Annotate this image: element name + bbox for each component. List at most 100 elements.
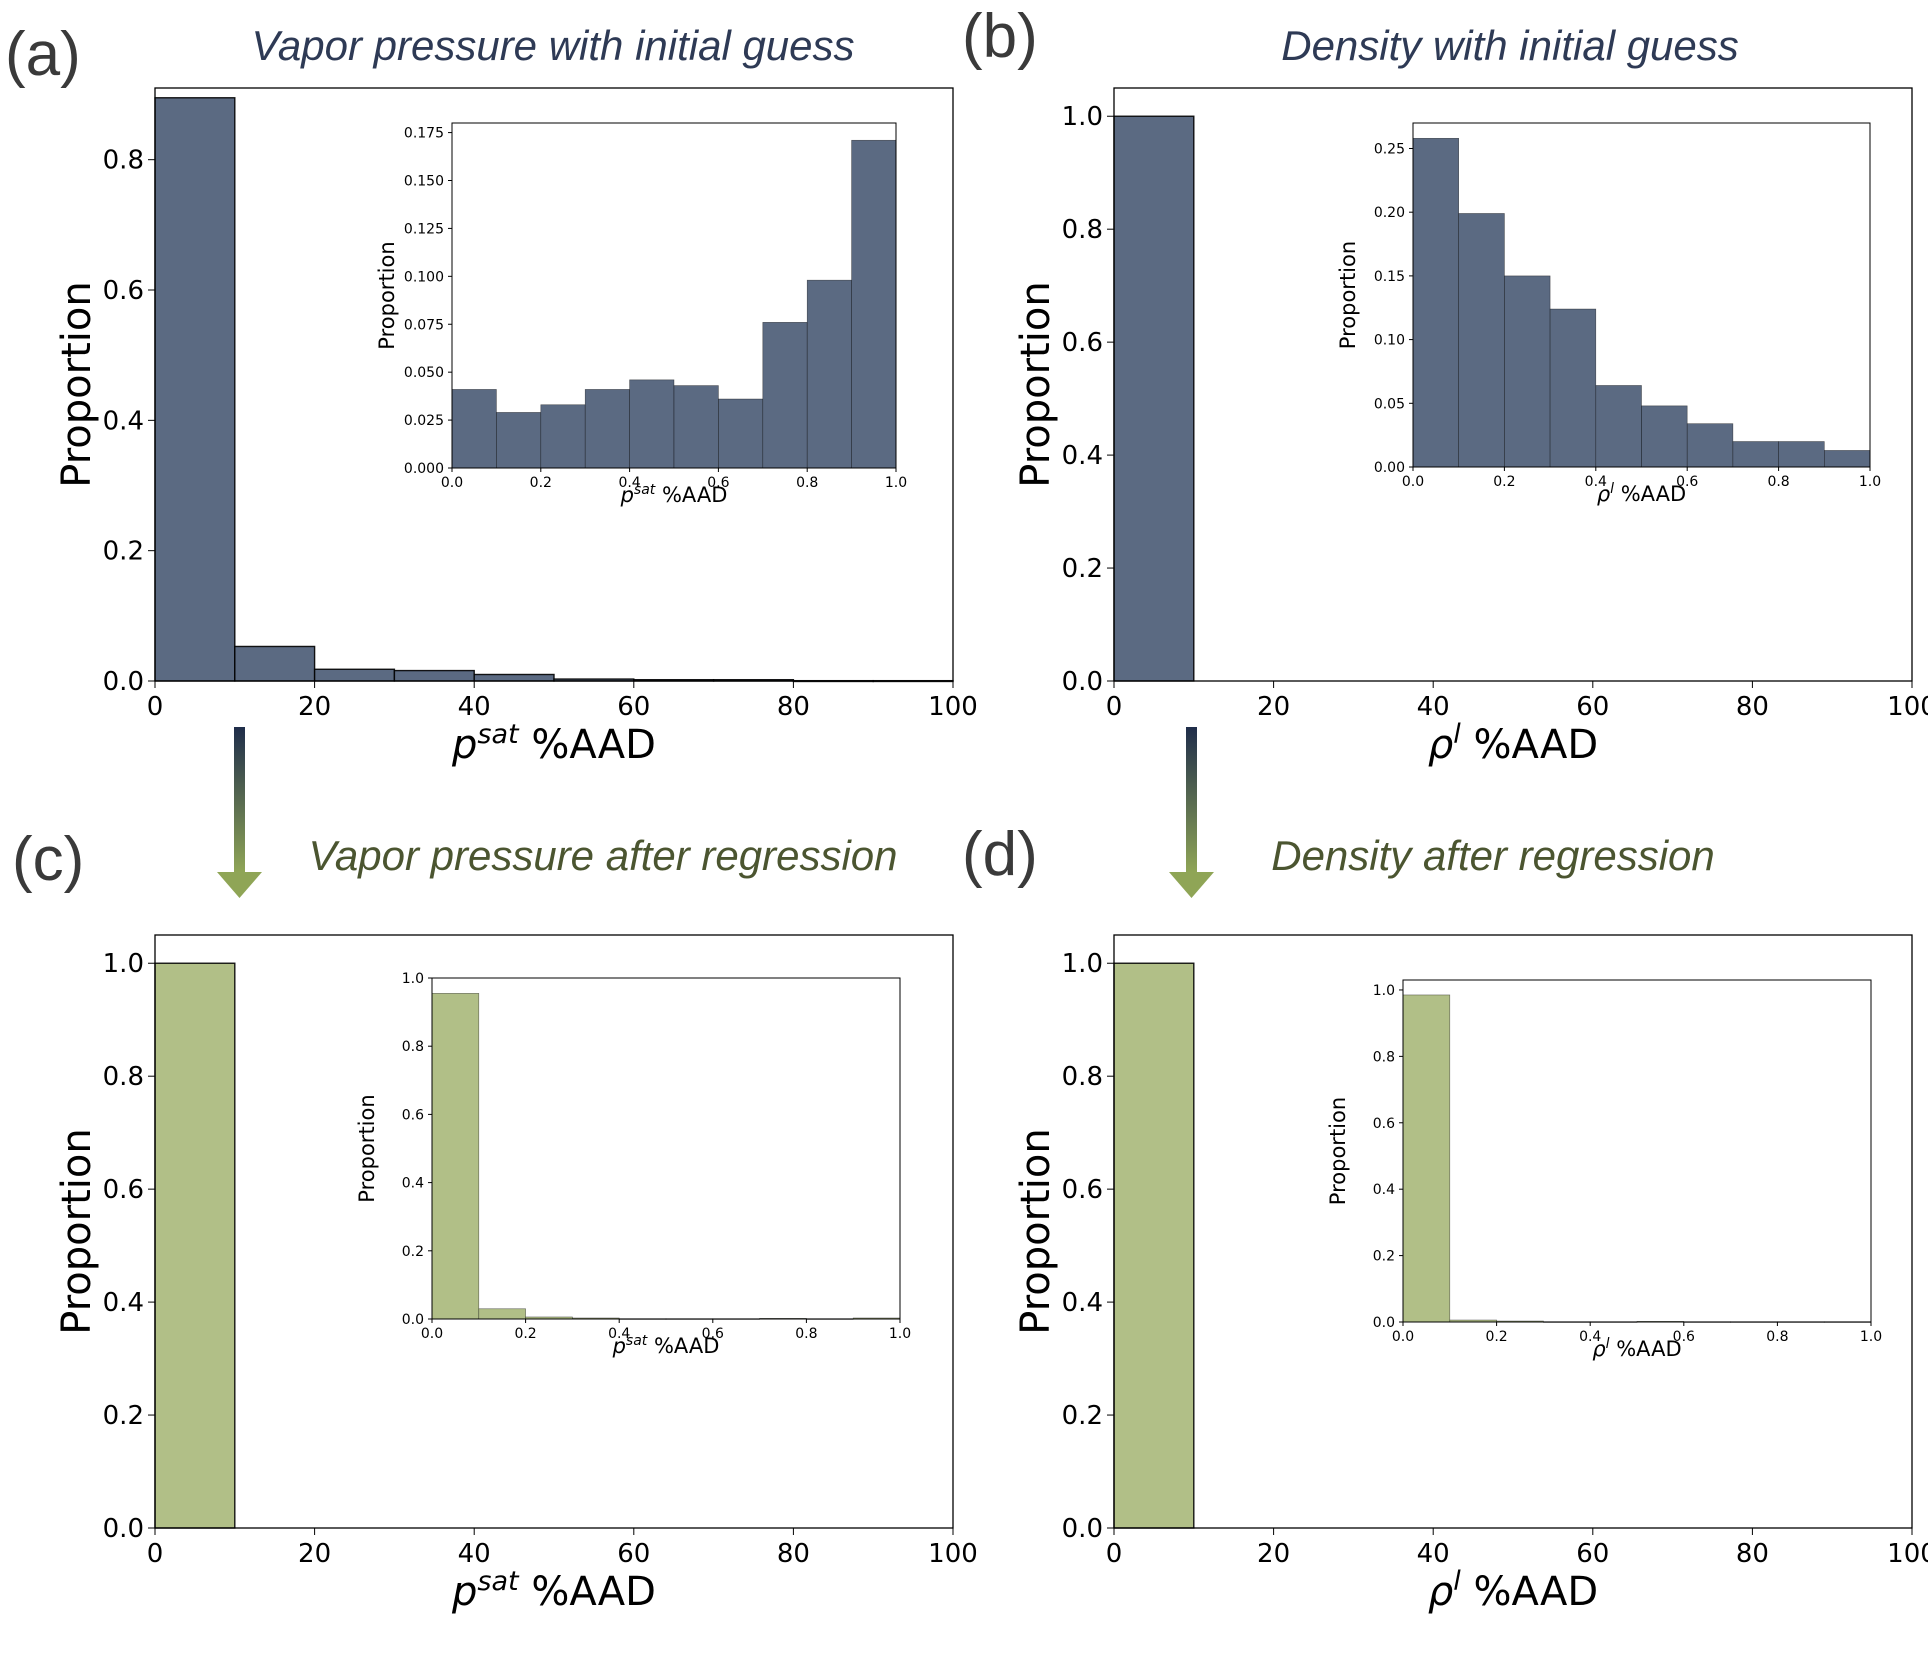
panel-d-inset-ytick-label: 0.2	[1373, 1249, 1395, 1265]
panel-a-ytick-label: 0.4	[103, 406, 144, 436]
panel-a-ytick-label: 0.0	[103, 667, 144, 697]
panel-d-xtick-label: 0	[1106, 1539, 1123, 1569]
panel-b-inset-ytick-label: 0.05	[1374, 396, 1405, 412]
panel-c-ytick-label: 0.0	[103, 1514, 144, 1544]
panel-d-ytick-label: 0.0	[1062, 1514, 1103, 1544]
panel-a-inset-bar	[762, 322, 808, 469]
panel-c-inset-xtick-label: 0.4	[608, 1326, 630, 1342]
panel-d-ytick-label: 0.6	[1062, 1175, 1103, 1205]
panel-d-ytick-label: 0.2	[1062, 1401, 1103, 1431]
panel-c-xtick-label: 80	[777, 1539, 810, 1569]
panel-b-inset-xtick-label: 0.2	[1493, 474, 1515, 490]
panel-b-inset-xtick-label: 0.6	[1676, 474, 1698, 490]
panel-b-inset-ytick-label: 0.10	[1374, 333, 1405, 349]
panel-d-inset-xtick-label: 0.0	[1392, 1329, 1414, 1345]
panel-d-xtick-label: 20	[1257, 1539, 1290, 1569]
panel-b-xtick-label: 40	[1417, 692, 1450, 722]
panel-b-xtick-label: 100	[1887, 692, 1928, 722]
panel-c-inset-xtick-label: 0.2	[514, 1326, 536, 1342]
panel-c-frame	[154, 934, 954, 1529]
panel-c-inset-ytick-label: 1.0	[402, 971, 424, 987]
panel-a-inset-ylabel: Proportion	[375, 241, 399, 349]
panel-c-inset-ytick-label: 0.6	[402, 1107, 424, 1123]
panel-d-xtick-label: 40	[1417, 1539, 1450, 1569]
panel-d-inset-xtick-label: 1.0	[1860, 1329, 1882, 1345]
panel-a-inset-bar	[673, 385, 719, 469]
panel-c-inset-xtick-label: 0.6	[702, 1326, 724, 1342]
panel-d-ytick-label: 1.0	[1062, 949, 1103, 979]
panel-b-inset-bar	[1412, 137, 1460, 468]
panel-c-ytick-label: 0.8	[103, 1062, 144, 1092]
panel-b-inset-bar	[1641, 405, 1688, 468]
panel-a-inset-ytick-label: 0.125	[404, 221, 444, 237]
panel-d-label: (d)	[962, 820, 1038, 889]
panel-a-title: Vapor pressure with initial guess	[251, 22, 854, 69]
arrow-b-to-d	[1169, 727, 1214, 898]
panel-a-inset-ytick-label: 0.100	[404, 269, 444, 285]
panel-b-bar	[1113, 115, 1195, 682]
panel-d-inset-ytick-label: 0.8	[1373, 1049, 1395, 1065]
panel-b-inset-xlabel: ρl %AAD	[1597, 481, 1686, 506]
panel-b-inset-xtick-label: 0.8	[1767, 474, 1789, 490]
panel-d-inset-ytick-label: 0.4	[1373, 1182, 1395, 1198]
panel-b-ytick-label: 0.0	[1062, 667, 1103, 697]
panel-d-ytick-label: 0.8	[1062, 1062, 1103, 1092]
panel-a-inset-bar	[806, 279, 852, 469]
panel-d-ylabel: Proportion	[1013, 1128, 1059, 1334]
panel-c-ytick-label: 0.6	[103, 1175, 144, 1205]
panel-b-inset-bar	[1686, 423, 1734, 468]
panel-d-ytick-label: 0.4	[1062, 1288, 1103, 1318]
panel-c-inset-xlabel: psat %AAD	[612, 1333, 720, 1358]
panel-b-inset-frame	[1412, 122, 1871, 468]
panel-c-xtick-label: 60	[617, 1539, 650, 1569]
panel-c-xtick-label: 0	[147, 1539, 164, 1569]
panel-b-label: (b)	[962, 2, 1038, 71]
panel-a-frame	[154, 87, 954, 682]
panel-c-inset-xtick-label: 0.0	[421, 1326, 443, 1342]
panel-b-frame	[1113, 87, 1913, 682]
panel-a-inset-ytick-label: 0.175	[404, 126, 444, 142]
panel-b-inset-ytick-label: 0.00	[1374, 460, 1405, 476]
panel-b-ytick-label: 0.8	[1062, 215, 1103, 245]
panel-b-inset-xtick-label: 0.4	[1585, 474, 1607, 490]
panel-a-xtick-label: 80	[777, 692, 810, 722]
panel-a-inset-ytick-label: 0.000	[404, 461, 444, 477]
panel-a-inset-xtick-label: 0.8	[796, 475, 818, 491]
panel-b-xlabel: ρl %AAD	[1428, 719, 1598, 769]
panel-c-inset-ylabel: Proportion	[355, 1094, 379, 1202]
panel-b-ytick-label: 0.6	[1062, 328, 1103, 358]
panel-a-bar	[313, 668, 396, 682]
panel-a-label: (a)	[5, 20, 81, 89]
panel-c-ylabel: Proportion	[54, 1128, 100, 1334]
panel-a-inset-bar	[851, 139, 897, 469]
panel-a-ytick-label: 0.2	[103, 537, 144, 567]
panel-a-inset-bar	[496, 412, 542, 469]
panel-a-xtick-label: 60	[617, 692, 650, 722]
panel-a-bar	[393, 669, 475, 682]
panel-a-inset-bar	[718, 398, 764, 469]
panel-a-ytick-label: 0.6	[103, 276, 144, 306]
panel-a-inset-xtick-label: 1.0	[885, 475, 907, 491]
panel-c-xtick-label: 100	[928, 1539, 978, 1569]
panel-b-inset-ylabel: Proportion	[1336, 241, 1360, 349]
panel-b-ytick-label: 0.4	[1062, 441, 1103, 471]
panel-a-ytick-label: 0.8	[103, 146, 144, 176]
panel-c-inset-ytick-label: 0.4	[402, 1176, 424, 1192]
panel-c-xlabel: psat %AAD	[451, 1566, 656, 1616]
panel-c-inset-frame	[431, 977, 901, 1320]
panel-a-inset-xlabel: psat %AAD	[620, 482, 728, 507]
panel-b-title: Density with initial guess	[1281, 22, 1739, 69]
panel-a-inset-xtick-label: 0.2	[530, 475, 552, 491]
panel-b-xtick-label: 0	[1106, 692, 1123, 722]
panel-b-inset-axes: 0.0 0.2 0.4 0.6 0.8 1.0 0.00 0.05 0.10 0.15 0.20 0.…	[1336, 122, 1881, 506]
panel-b-ytick-label: 0.2	[1062, 554, 1103, 584]
panel-a-inset-ytick-label: 0.075	[404, 317, 444, 333]
panel-b-inset-xtick-label: 1.0	[1859, 474, 1881, 490]
panel-c-inset-xtick-label: 0.8	[795, 1326, 817, 1342]
panel-a-inset-xtick-label: 0.6	[707, 475, 729, 491]
panel-d-xtick-label: 80	[1736, 1539, 1769, 1569]
panel-c-title: Vapor pressure after regression	[308, 832, 897, 879]
panel-b-inset-xtick-label: 0.0	[1402, 474, 1424, 490]
panel-b-inset-bar	[1824, 450, 1871, 468]
